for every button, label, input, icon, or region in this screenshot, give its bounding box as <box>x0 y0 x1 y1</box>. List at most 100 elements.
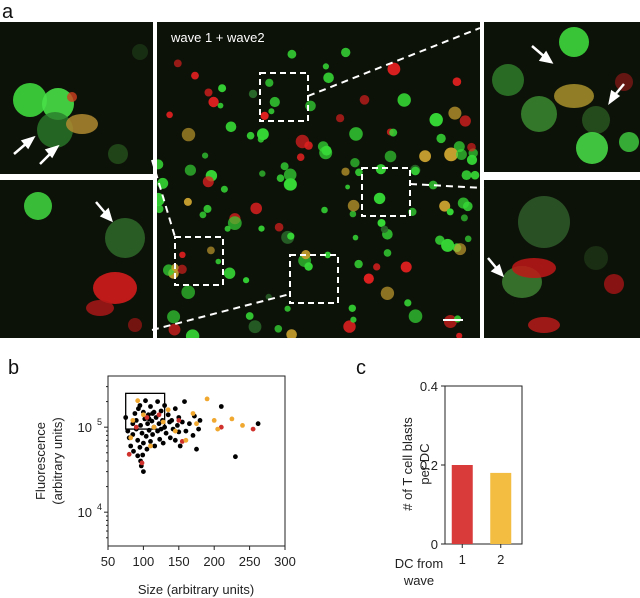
scatter-point-wave1 <box>176 418 182 423</box>
cell-mark <box>389 128 398 137</box>
scatter-point-wave2 <box>190 411 196 416</box>
cell-mark <box>259 170 266 177</box>
bar-y-axis-label-line1: # of T cell blasts <box>400 417 415 511</box>
cell-mark <box>260 111 269 120</box>
scatter-point-wave2 <box>183 437 189 443</box>
inset-bottom-right-cells <box>487 196 624 333</box>
cell-mark <box>217 102 224 109</box>
scatter-point-wave2 <box>215 426 221 432</box>
scatter-point-black_points <box>143 398 148 404</box>
cell-mark <box>265 78 274 87</box>
scatter-point-black_points <box>141 469 146 474</box>
scatter-y-tick-label: 10 <box>78 505 92 520</box>
scatter-point-black_points <box>138 423 144 428</box>
scatter-point-black_points <box>177 443 183 449</box>
scatter-point-black_points <box>148 439 153 444</box>
cell-mark <box>349 210 357 218</box>
scatter-point-black_points <box>233 454 238 460</box>
scatter-point-black_points <box>152 443 158 449</box>
bar-x-axis-label-line2: wave <box>403 573 434 588</box>
cell-mark <box>383 249 392 257</box>
cell-mark <box>207 246 215 255</box>
scatter-point-wave1 <box>250 426 256 432</box>
scatter-x-tick-label: 200 <box>203 554 225 569</box>
scatter-point-wave2 <box>135 398 141 404</box>
cell-mark <box>373 263 381 271</box>
scatter-point-wave2 <box>211 418 217 423</box>
cell-mark <box>269 96 280 108</box>
scatter-point-black_points <box>163 430 169 436</box>
scatter-point-black_points <box>140 452 146 458</box>
scatter-point-wave2 <box>165 407 171 413</box>
scatter-point-black_points <box>144 446 150 452</box>
cell-mark <box>199 211 207 219</box>
cell-mark <box>444 147 458 162</box>
cell-mark <box>411 166 420 176</box>
scatter-point-wave2 <box>194 421 199 427</box>
scatter-point-black_points <box>156 421 162 427</box>
cell-mark <box>227 216 242 231</box>
inset-top-left-cells <box>13 44 148 165</box>
cell-mark <box>183 197 192 206</box>
micrograph-label: wave 1 + wave2 <box>171 30 265 45</box>
cell-mark <box>258 225 265 232</box>
cell-mark <box>350 158 360 168</box>
scatter-point-wave2 <box>148 443 153 449</box>
scatter-point-black_points <box>165 412 171 418</box>
cell-mark <box>185 329 200 338</box>
cell-mark <box>223 267 236 279</box>
cell-mark <box>456 332 463 338</box>
bar-category-label: 1 <box>459 552 466 567</box>
scatter-point-wave1 <box>133 424 139 430</box>
scatter-point-black_points <box>175 423 180 428</box>
cell-mark <box>454 243 467 256</box>
roi-box-2 <box>361 167 411 217</box>
cell-mark <box>460 214 468 222</box>
cell-mark <box>181 127 196 142</box>
inset-bottom-right <box>484 180 640 338</box>
cell-mark <box>218 84 227 93</box>
cell-mark <box>287 232 295 240</box>
cell-mark <box>400 261 412 273</box>
roi-boxes <box>174 72 463 321</box>
cell-mark <box>191 71 199 80</box>
scatter-point-black_points <box>155 428 161 434</box>
scatter-point-black_points <box>133 418 139 423</box>
cell-mark <box>202 176 214 188</box>
scatter-point-wave2 <box>229 416 235 422</box>
scatter-point-black_points <box>255 421 261 427</box>
scatter-point-wave1 <box>126 451 132 457</box>
cell-mark <box>466 154 478 165</box>
cell-mark <box>324 251 331 259</box>
scatter-x-tick-label: 300 <box>274 554 296 569</box>
scatter-point-black_points <box>132 411 138 416</box>
scatter-point-black_points <box>143 433 149 439</box>
cell-mark <box>287 49 297 59</box>
cell-mark <box>380 286 395 300</box>
scatter-point-black_points <box>160 440 166 446</box>
scatter-y-tick-label: 10 <box>78 420 92 435</box>
cell-mark <box>215 258 222 265</box>
scatter-point-wave2 <box>151 424 157 430</box>
scatter-y-axis-label-line1: Fluorescence <box>33 422 48 500</box>
cell-mark <box>341 167 350 176</box>
cell-mark <box>336 114 345 123</box>
cell-mark <box>352 234 359 241</box>
scatter-point-wave2 <box>240 423 245 428</box>
scatter-point-black_points <box>135 453 141 459</box>
cell-mark <box>204 88 213 97</box>
panel-letter-a: a <box>2 1 14 23</box>
bar-wave-1 <box>451 465 473 544</box>
scatter-point-black_points <box>128 443 134 449</box>
inset-top-right <box>484 22 640 172</box>
roi-box-1 <box>259 72 309 122</box>
scatter-point-wave1 <box>144 415 150 420</box>
cell-mark <box>184 164 196 176</box>
cell-mark <box>321 206 328 214</box>
cell-mark <box>173 59 182 68</box>
inset-bottom-left <box>0 180 153 338</box>
scatter-point-black_points <box>123 415 129 420</box>
cell-mark <box>286 329 297 338</box>
cell-mark <box>435 235 445 245</box>
